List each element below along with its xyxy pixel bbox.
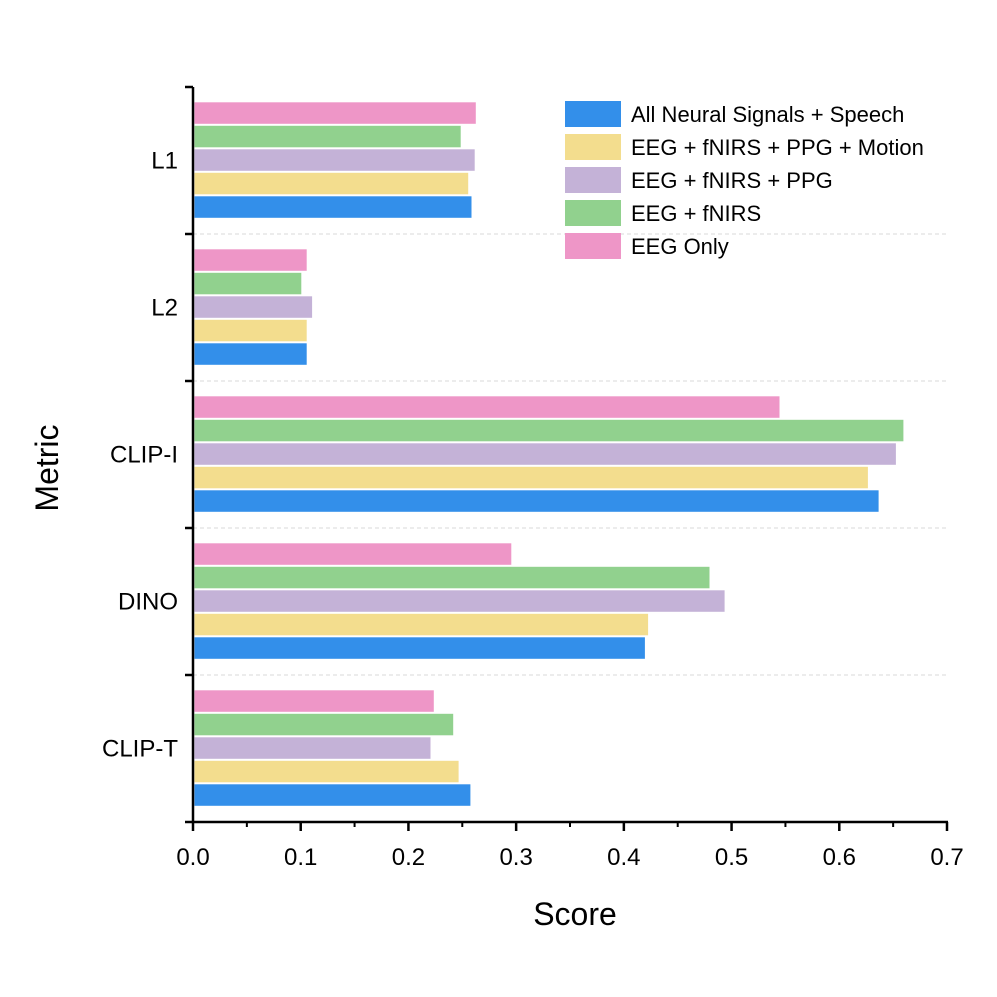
axes: L1 L2 CLIP-I DINO CLIP-T 0.0 0.1 0.2 0.3 0.4 0.5 0.…	[102, 85, 964, 871]
x-tick-label: 0.0	[176, 844, 209, 871]
bar-l1-series-3	[193, 148, 476, 172]
bar-l2-series-3	[193, 295, 314, 319]
bar-l1-series-4	[193, 124, 462, 149]
bars	[193, 101, 905, 807]
legend-swatch	[565, 134, 621, 160]
x-tick-label: 0.5	[715, 844, 748, 871]
legend-label: EEG Only	[631, 234, 729, 259]
bar-l2-series-2	[193, 318, 308, 343]
y-tick-label: L2	[151, 295, 178, 322]
bar-l2-series-5	[193, 248, 308, 272]
bar-dino-series-3	[193, 589, 726, 613]
legend-label: EEG + fNIRS + PPG + Motion	[631, 135, 924, 160]
y-tick-label: L1	[151, 148, 178, 175]
bar-l2-series-4	[193, 271, 303, 296]
bar-dino-series-5	[193, 542, 513, 566]
bar-clip-t-series-5	[193, 689, 435, 713]
bar-clip-i-series-4	[193, 418, 905, 443]
bar-clip-i-series-2	[193, 465, 869, 490]
legend: All Neural Signals + Speech EEG + fNIRS +…	[565, 101, 924, 259]
bar-clip-t-series-2	[193, 759, 460, 784]
bar-l1-series-1	[193, 195, 473, 219]
y-tick-label: DINO	[118, 589, 178, 616]
x-tick-label: 0.3	[499, 844, 532, 871]
legend-swatch	[565, 101, 621, 127]
x-tick-label: 0.7	[930, 844, 963, 871]
bar-clip-i-series-1	[193, 489, 880, 513]
y-tick-label: CLIP-I	[110, 442, 178, 469]
x-tick-label: 0.4	[607, 844, 640, 871]
bar-clip-i-series-3	[193, 442, 897, 466]
bar-l1-series-5	[193, 101, 477, 125]
y-axis-title: Metric	[29, 424, 65, 511]
bar-clip-i-series-5	[193, 395, 781, 419]
bar-dino-series-1	[193, 636, 646, 660]
x-tick-label: 0.1	[284, 844, 317, 871]
bar-clip-t-series-4	[193, 712, 455, 737]
bar-clip-t-series-3	[193, 736, 432, 760]
bar-l2-series-1	[193, 342, 308, 366]
bar-dino-series-4	[193, 565, 711, 590]
legend-label: EEG + fNIRS + PPG	[631, 168, 833, 193]
legend-swatch	[565, 233, 621, 259]
legend-label: EEG + fNIRS	[631, 201, 761, 226]
x-tick-label: 0.6	[823, 844, 856, 871]
bar-clip-t-series-1	[193, 783, 472, 807]
x-axis-title: Score	[533, 896, 617, 932]
x-tick-label: 0.2	[392, 844, 425, 871]
bar-dino-series-2	[193, 612, 650, 637]
bar-l1-series-2	[193, 171, 470, 196]
y-tick-label: CLIP-T	[102, 736, 178, 763]
legend-label: All Neural Signals + Speech	[631, 102, 904, 127]
legend-swatch	[565, 167, 621, 193]
legend-swatch	[565, 200, 621, 226]
